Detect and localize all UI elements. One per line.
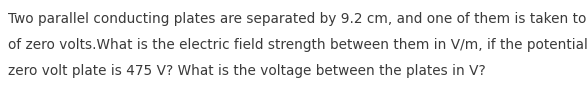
Text: zero volt plate is 475 V? What is the voltage between the plates in V?: zero volt plate is 475 V? What is the vo…: [8, 64, 486, 78]
Text: Two parallel conducting plates are separated by 9.2 cm, and one of them is taken: Two parallel conducting plates are separ…: [8, 12, 588, 26]
Text: of zero volts.What is the electric field strength between them in V/m, if the po: of zero volts.What is the electric field…: [8, 38, 588, 52]
